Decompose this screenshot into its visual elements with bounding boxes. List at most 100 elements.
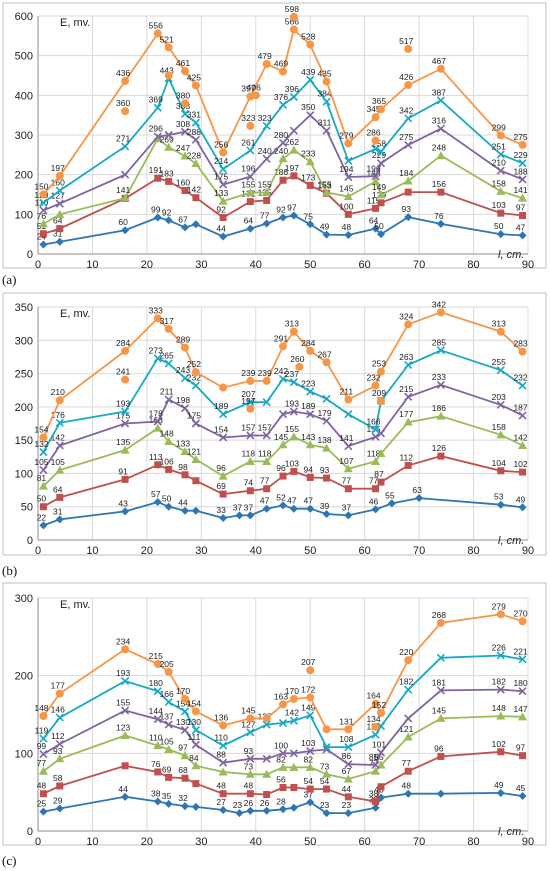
data-point bbox=[39, 433, 48, 442]
data-point bbox=[55, 713, 64, 722]
data-point bbox=[181, 471, 189, 479]
data-label: 27 bbox=[216, 797, 226, 807]
data-label: 175 bbox=[187, 411, 201, 421]
data-point bbox=[289, 803, 298, 812]
data-label: 166 bbox=[160, 689, 174, 699]
data-point bbox=[518, 231, 527, 240]
data-point bbox=[496, 685, 505, 694]
data-point bbox=[344, 156, 353, 165]
data-label: 461 bbox=[176, 58, 190, 68]
data-label: 145 bbox=[432, 705, 446, 715]
data-label: 32 bbox=[178, 793, 188, 803]
data-label: 517 bbox=[399, 36, 413, 46]
panel-frame bbox=[2, 292, 547, 556]
data-point bbox=[377, 708, 385, 717]
data-point bbox=[289, 25, 298, 34]
data-label: 44 bbox=[178, 498, 188, 508]
data-label: 479 bbox=[258, 51, 272, 61]
data-point bbox=[376, 190, 386, 199]
data-label: 94 bbox=[303, 464, 313, 474]
data-label: 177 bbox=[399, 409, 413, 419]
data-label: 48 bbox=[37, 781, 47, 791]
data-point bbox=[518, 347, 527, 356]
data-point bbox=[153, 417, 162, 426]
y-tick-label: 150 bbox=[15, 435, 33, 447]
data-label: 331 bbox=[187, 110, 201, 120]
data-point bbox=[371, 224, 380, 233]
data-label: 141 bbox=[116, 185, 130, 195]
data-label: 163 bbox=[274, 691, 288, 701]
data-point bbox=[306, 220, 315, 229]
data-label: 157 bbox=[258, 422, 272, 432]
data-point bbox=[262, 188, 272, 197]
data-point bbox=[344, 485, 352, 493]
data-label: 323 bbox=[241, 113, 255, 123]
data-point bbox=[55, 237, 64, 246]
data-label: 49 bbox=[516, 494, 526, 504]
data-label: 102 bbox=[513, 459, 527, 469]
data-label: 342 bbox=[432, 299, 446, 309]
data-point bbox=[371, 505, 380, 514]
data-point bbox=[153, 797, 162, 806]
data-label: 180 bbox=[149, 678, 163, 688]
data-label: 49 bbox=[320, 222, 330, 232]
data-label: 37 bbox=[244, 502, 254, 512]
data-label: 118 bbox=[367, 448, 381, 458]
data-label: 275 bbox=[513, 132, 527, 142]
data-point bbox=[436, 64, 445, 73]
data-point bbox=[56, 493, 64, 501]
data-point bbox=[518, 617, 527, 626]
data-label: 88 bbox=[216, 750, 226, 760]
data-point bbox=[496, 366, 505, 375]
x-tick-label: 80 bbox=[467, 836, 479, 848]
data-point bbox=[246, 790, 254, 798]
data-point bbox=[245, 456, 255, 465]
data-label: 130 bbox=[176, 717, 190, 727]
data-point bbox=[192, 780, 200, 788]
data-point bbox=[305, 762, 315, 771]
data-point bbox=[371, 144, 380, 153]
x-tick-label: 0 bbox=[35, 259, 41, 271]
data-point bbox=[436, 653, 445, 662]
data-point bbox=[289, 211, 298, 220]
data-label: 443 bbox=[160, 65, 174, 75]
data-label: 73 bbox=[244, 761, 254, 771]
data-point bbox=[497, 748, 505, 756]
data-point bbox=[39, 190, 48, 199]
data-label: 142 bbox=[513, 432, 527, 442]
data-label: 127 bbox=[241, 719, 255, 729]
data-point bbox=[279, 67, 287, 76]
data-label: 175 bbox=[214, 172, 228, 182]
data-point bbox=[278, 374, 288, 383]
data-label: 376 bbox=[274, 92, 288, 102]
data-label: 38 bbox=[369, 788, 379, 798]
data-label: 118 bbox=[242, 448, 256, 458]
data-point bbox=[344, 410, 353, 419]
data-point bbox=[39, 734, 48, 743]
data-label: 141 bbox=[513, 185, 527, 195]
data-label: 111 bbox=[187, 732, 200, 742]
data-label: 426 bbox=[399, 72, 413, 82]
data-label: 112 bbox=[51, 731, 65, 741]
data-label: 220 bbox=[399, 647, 413, 657]
data-label: 360 bbox=[116, 98, 130, 108]
data-point bbox=[121, 762, 129, 770]
chart-panel-c: 0 100 200 300 0 10 20 30 40 50 60 70 80 90 E, mv. l, cm… bbox=[2, 582, 547, 868]
data-label: 286 bbox=[366, 128, 380, 138]
data-label: 267 bbox=[317, 349, 331, 359]
panel-letter: (c) bbox=[2, 853, 16, 868]
data-label: 47 bbox=[516, 222, 526, 232]
data-point bbox=[377, 230, 385, 239]
data-label: 237 bbox=[285, 369, 299, 379]
data-label: 211 bbox=[340, 387, 354, 397]
data-point bbox=[191, 454, 201, 463]
data-label: 256 bbox=[214, 139, 228, 149]
data-label: 193 bbox=[116, 668, 130, 678]
data-point bbox=[39, 750, 48, 759]
data-point bbox=[121, 645, 130, 654]
data-point bbox=[436, 124, 445, 133]
